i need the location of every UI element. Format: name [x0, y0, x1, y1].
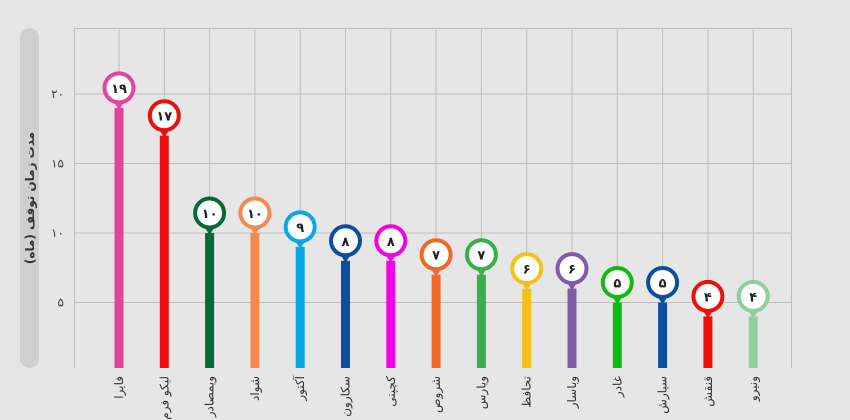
value-marker — [283, 210, 317, 244]
bar-stem — [748, 316, 758, 368]
bar-stem — [114, 107, 124, 369]
y-axis-label-background — [20, 28, 39, 368]
value-marker — [419, 238, 453, 272]
value-marker — [147, 99, 181, 133]
value-label: ۱۹ — [111, 82, 127, 97]
value-marker — [329, 224, 362, 258]
x-tick-label: ویمصادر — [203, 376, 218, 418]
value-label: ۸ — [342, 235, 350, 250]
x-tick-label: تحافظ — [520, 376, 534, 408]
y-tick-label: ۱۵ — [51, 157, 64, 171]
bar-stem — [205, 233, 215, 368]
value-marker — [193, 196, 227, 230]
value-marker — [238, 196, 272, 230]
bar-stem — [612, 302, 622, 368]
value-label: ۹ — [296, 221, 304, 236]
value-marker — [736, 279, 770, 313]
value-marker — [374, 224, 408, 258]
value-label: ۱۰ — [202, 207, 218, 222]
x-tick-label: غادر — [610, 376, 625, 398]
value-label: ۱۷ — [156, 110, 172, 125]
x-tick-label: سیارش — [656, 376, 671, 414]
x-tick-label: قنقش — [701, 376, 716, 407]
x-tick-label: وباسار — [565, 376, 580, 409]
value-marker — [510, 252, 544, 286]
bar-stem — [567, 288, 577, 368]
x-tick-label: فایرا — [112, 376, 127, 399]
value-label: ۸ — [387, 235, 395, 250]
x-tick-label: کچپنی — [384, 376, 398, 407]
x-tick-label: ویارس — [474, 376, 489, 409]
bar-stem — [250, 233, 260, 368]
bar-stem — [476, 274, 486, 368]
value-label: ۴ — [704, 290, 712, 305]
bar-stem — [341, 260, 350, 368]
value-label: ۶ — [568, 263, 576, 278]
bar-stem — [703, 316, 713, 368]
value-marker — [102, 71, 136, 105]
value-marker — [600, 266, 634, 299]
value-label: ۱۰ — [247, 207, 263, 222]
x-tick-label: سکارون — [339, 376, 354, 417]
bar-stem — [431, 274, 441, 368]
y-tick-label: ۱۰ — [51, 226, 64, 240]
value-label: ۷ — [477, 249, 485, 264]
value-label: ۶ — [523, 263, 531, 278]
value-label: ۵ — [613, 277, 621, 292]
bar-stem — [295, 246, 305, 368]
value-label: ۵ — [659, 277, 667, 292]
value-label: ۴ — [749, 290, 757, 305]
value-marker — [555, 252, 589, 286]
y-tick-label: ۲۰ — [51, 87, 64, 101]
value-label: ۷ — [432, 249, 440, 264]
x-tick-label: آکتور — [292, 375, 308, 401]
x-tick-label: شروص — [429, 376, 444, 413]
bar-stem — [386, 260, 396, 368]
bar-stem — [658, 302, 668, 368]
bar-stem — [522, 288, 532, 368]
value-marker — [691, 279, 725, 313]
y-tick-label: ۵ — [58, 296, 64, 310]
x-tick-label: ونیرو — [746, 376, 761, 402]
value-marker — [464, 238, 498, 272]
x-tick-label: لیکو فرم — [157, 376, 172, 420]
bar-stem — [159, 135, 169, 368]
value-marker — [646, 266, 680, 299]
x-tick-label: شواد — [248, 376, 263, 401]
